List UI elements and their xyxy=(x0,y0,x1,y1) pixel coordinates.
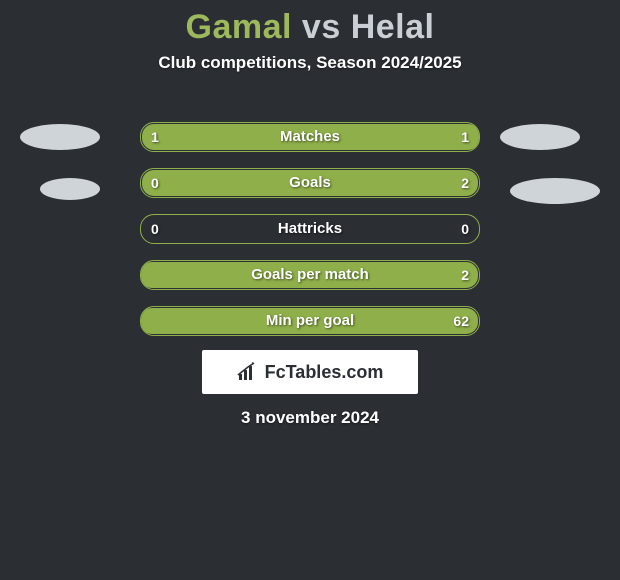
comparison-chart: 11Matches02Goals00Hattricks2Goals per ma… xyxy=(140,122,480,352)
player-left-name: Gamal xyxy=(186,8,292,46)
player-avatar-placeholder xyxy=(40,178,100,200)
date-label: 3 november 2024 xyxy=(0,408,620,428)
subtitle: Club competitions, Season 2024/2025 xyxy=(0,53,620,73)
stat-value-right: 0 xyxy=(461,215,469,243)
player-avatar-placeholder xyxy=(500,124,580,150)
chart-icon xyxy=(237,362,259,382)
stat-row: 62Min per goal xyxy=(140,306,480,336)
bar-fill-right xyxy=(140,308,478,334)
comparison-title: Gamal vs Helal xyxy=(0,0,620,47)
stat-row: 2Goals per match xyxy=(140,260,480,290)
stat-row: 11Matches xyxy=(140,122,480,152)
bar-fill-left xyxy=(142,124,480,150)
stat-value-left: 0 xyxy=(151,169,159,197)
title-vs: vs xyxy=(302,8,341,46)
stat-value-right: 62 xyxy=(453,307,469,335)
site-logo: FcTables.com xyxy=(202,350,418,394)
stat-label: Hattricks xyxy=(141,215,479,243)
player-avatar-placeholder xyxy=(510,178,600,204)
stat-value-left: 1 xyxy=(151,123,159,151)
stat-value-left: 0 xyxy=(151,215,159,243)
logo-text: FcTables.com xyxy=(265,362,384,383)
player-avatar-placeholder xyxy=(20,124,100,150)
stat-row: 02Goals xyxy=(140,168,480,198)
stat-row: 0 0Hattricks xyxy=(140,214,480,244)
stat-value-right: 2 xyxy=(461,261,469,289)
stat-value-right: 1 xyxy=(461,123,469,151)
bar-fill-right xyxy=(201,170,478,196)
player-right-name: Helal xyxy=(351,8,435,46)
stat-value-right: 2 xyxy=(461,169,469,197)
bar-fill-right xyxy=(140,262,478,288)
